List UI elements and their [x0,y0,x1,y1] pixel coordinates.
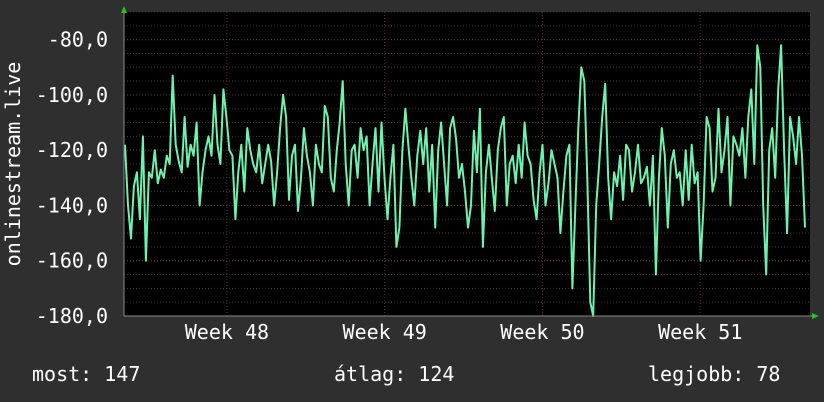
y-tick-label: -80,0 [48,28,108,52]
x-tick-label: Week 48 [185,320,269,344]
y-tick-label: -180,0 [36,304,108,328]
y-tick-label: -140,0 [36,193,108,217]
y-tick-label: -120,0 [36,138,108,162]
x-tick-label: Week 49 [343,320,427,344]
footer-best: legjobb: 78 [648,362,781,386]
x-tick-label: Week 50 [500,320,584,344]
x-tick-label: Week 51 [658,320,742,344]
y-tick-label: -100,0 [36,83,108,107]
series-line [124,44,806,317]
y-axis: -80,0 -100,0 -120,0 -140,0 -160,0 -180,0 [36,28,108,328]
y-axis-label: onlinestream.live [1,62,25,267]
footer-average: átlag: 124 [334,362,455,386]
footer-now: most: 147 [32,362,141,386]
y-axis-arrow-icon [121,6,127,13]
y-tick-label: -160,0 [36,249,108,273]
x-axis-arrow-icon [812,313,819,319]
x-axis: Week 48 Week 49 Week 50 Week 51 [185,320,743,344]
